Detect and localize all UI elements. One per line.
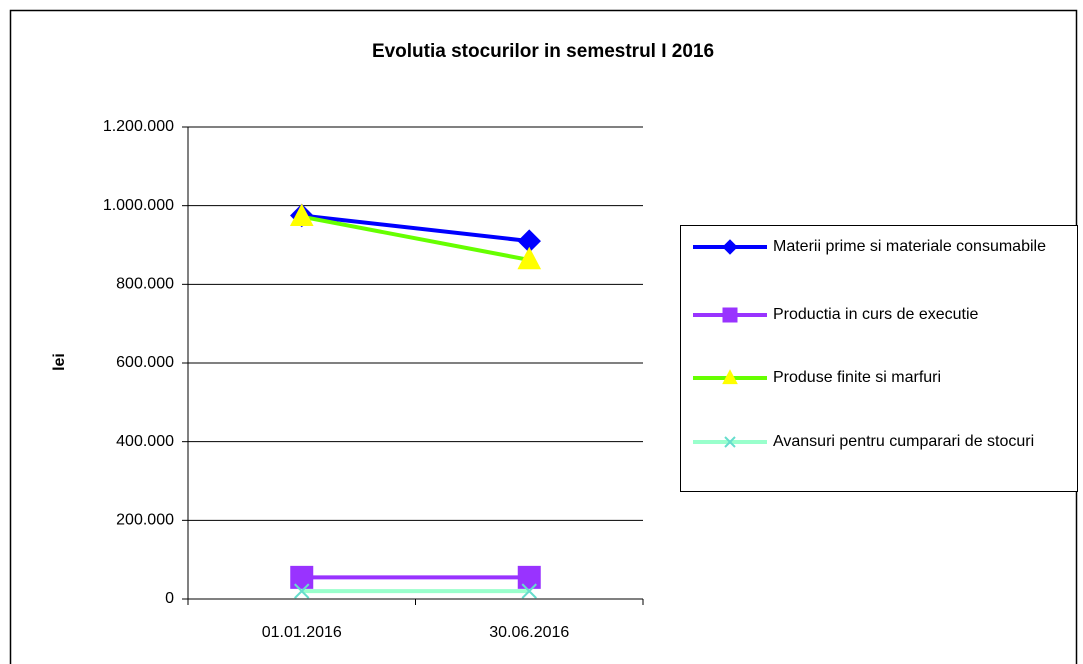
marker [294, 583, 310, 599]
y-tick-label: 400.000 [116, 433, 174, 450]
y-tick-label: 0 [165, 590, 174, 607]
legend-box [680, 225, 1078, 492]
marker [290, 565, 314, 589]
y-tick-label: 800.000 [116, 276, 174, 293]
y-tick-label: 600.000 [116, 354, 174, 371]
y-tick-label: 1.200.000 [103, 118, 174, 135]
marker [722, 307, 738, 323]
y-axis-label: lei [51, 353, 68, 371]
chart-title: Evolutia stocurilor in semestrul I 2016 [372, 41, 714, 62]
legend-label: Avansuri pentru cumparari de stocuri [773, 433, 1034, 450]
legend-label: Materii prime si materiale consumabile [773, 238, 1046, 255]
marker [521, 583, 537, 599]
marker [724, 436, 736, 448]
marker [517, 565, 541, 589]
line [301, 213, 530, 244]
x-tick-label: 01.01.2016 [262, 624, 342, 641]
legend-label: Productia in curs de executie [773, 306, 979, 323]
legend-label: Produse finite si marfuri [773, 369, 941, 386]
marker [289, 203, 314, 226]
marker [722, 369, 738, 385]
marker [517, 246, 542, 270]
marker [722, 239, 738, 255]
line [301, 214, 530, 262]
y-tick-label: 1.000.000 [103, 197, 174, 214]
y-tick-label: 200.000 [116, 512, 174, 529]
x-tick-label: 30.06.2016 [489, 624, 569, 641]
